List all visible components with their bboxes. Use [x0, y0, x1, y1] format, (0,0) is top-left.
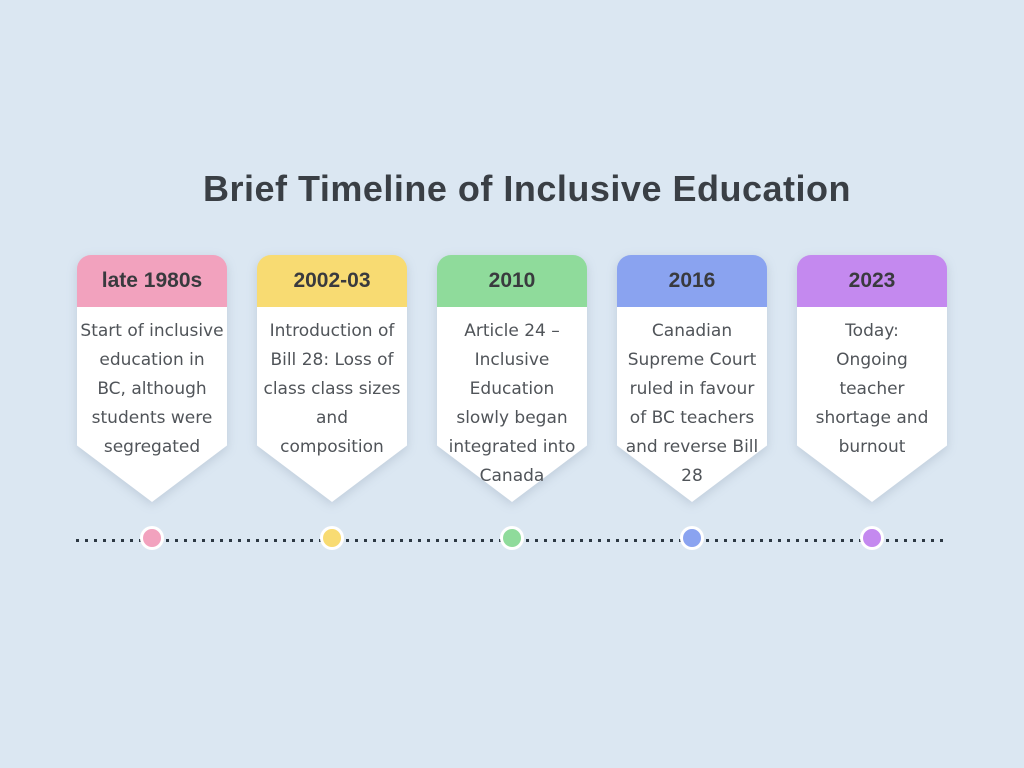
- card-description: Canadian Supreme Court ruled in favour o…: [625, 321, 759, 486]
- timeline-marker-dot-2023: [860, 526, 884, 550]
- timeline-card-2023: 2023 Today: Ongoing teacher shortage and…: [797, 255, 947, 502]
- timeline-card-2010: 2010 Article 24 – Inclusive Education sl…: [437, 255, 587, 502]
- card-year-header: 2010: [437, 255, 587, 307]
- timeline-card-2016: 2016 Canadian Supreme Court ruled in fav…: [617, 255, 767, 502]
- timeline-card-late-1980s: late 1980s Start of inclusive education …: [77, 255, 227, 502]
- card-description: Introduction of Bill 28: Loss of class c…: [263, 321, 401, 457]
- timeline-marker-dot-2016: [680, 526, 704, 550]
- card-year-header: 2023: [797, 255, 947, 307]
- timeline-marker-dot-2002-03: [320, 526, 344, 550]
- timeline-dotted-line: [76, 539, 945, 542]
- card-year-label: 2010: [488, 269, 536, 292]
- card-year-header: late 1980s: [77, 255, 227, 307]
- card-description: Article 24 – Inclusive Education slowly …: [448, 321, 576, 486]
- timeline-cards-row: late 1980s Start of inclusive education …: [77, 255, 947, 502]
- card-year-label: 2002-03: [293, 269, 371, 292]
- timeline-marker-dot-late-1980s: [140, 526, 164, 550]
- card-description: Today: Ongoing teacher shortage and burn…: [815, 321, 929, 457]
- card-year-label: late 1980s: [101, 269, 203, 292]
- page-title: Brief Timeline of Inclusive Education: [203, 168, 851, 209]
- card-year-label: 2023: [848, 269, 896, 292]
- card-year-label: 2016: [668, 269, 716, 292]
- timeline-markers-row: [77, 526, 947, 550]
- card-year-header: 2016: [617, 255, 767, 307]
- timeline-marker-dot-2010: [500, 526, 524, 550]
- card-year-header: 2002-03: [257, 255, 407, 307]
- card-description: Start of inclusive education in BC, alth…: [80, 321, 224, 457]
- timeline-card-2002-03: 2002-03 Introduction of Bill 28: Loss of…: [257, 255, 407, 502]
